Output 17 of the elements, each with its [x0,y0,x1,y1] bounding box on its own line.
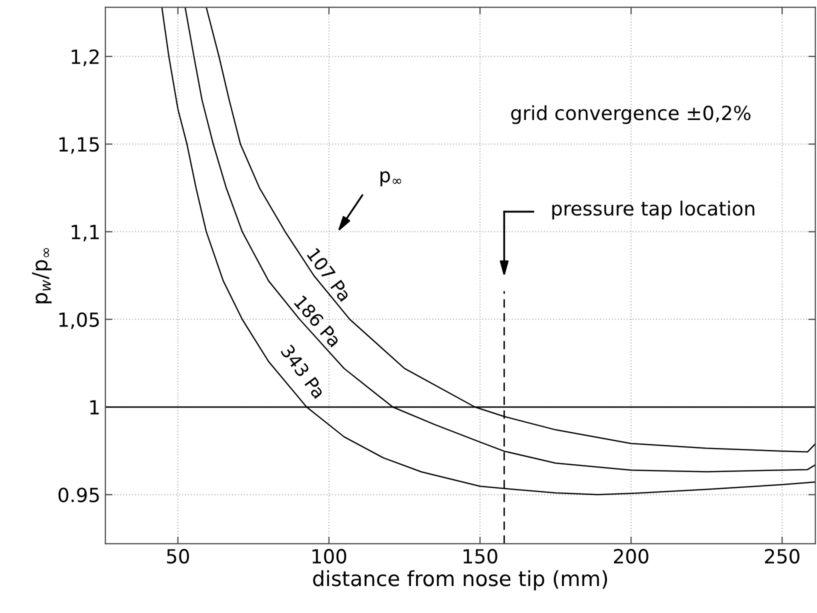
x-tick-label: 200 [614,548,648,564]
annotation: pressure tap location [552,200,754,220]
y-tick-label: 1,05 [59,312,99,330]
annotation: grid convergence ±0,2% [511,105,750,124]
y-tick-label: 1 [90,400,99,414]
x-tick-label: 150 [464,548,498,564]
y-tick-label: 1,15 [59,137,99,154]
x-tick-label: 50 [167,548,189,564]
x-axis-title: distance from nose tip (mm) [313,570,608,590]
x-tick-label: 100 [312,548,346,564]
legend-label: 107 Pa [306,247,352,302]
y-tick-label: 0.95 [58,488,99,502]
y-tick-label: 1,1 [72,224,99,242]
y-axis-title: p$_{w}$/p$_{∞}$ [32,248,52,304]
y-tick-label: 1,2 [72,49,99,66]
annotation: p$_{∞}$ [380,171,402,186]
x-tick-label: 250 [765,548,800,564]
